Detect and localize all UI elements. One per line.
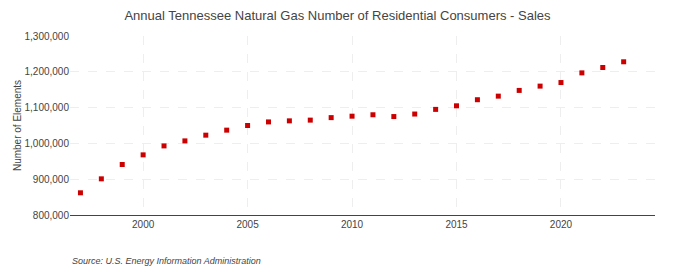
svg-text:Source: U.S. Energy Informatio: Source: U.S. Energy Information Administ…: [72, 256, 261, 266]
svg-text:Annual Tennessee Natural Gas N: Annual Tennessee Natural Gas Number of R…: [124, 8, 551, 23]
svg-text:800,000: 800,000: [33, 210, 70, 221]
svg-text:Number of Elements: Number of Elements: [12, 80, 23, 171]
svg-text:1,300,000: 1,300,000: [25, 31, 70, 42]
svg-text:2010: 2010: [341, 219, 364, 230]
svg-text:1,000,000: 1,000,000: [25, 138, 70, 149]
svg-text:2015: 2015: [445, 219, 468, 230]
svg-text:900,000: 900,000: [33, 174, 70, 185]
svg-text:2020: 2020: [550, 219, 573, 230]
svg-text:1,200,000: 1,200,000: [25, 66, 70, 77]
svg-text:2000: 2000: [132, 219, 155, 230]
svg-text:2005: 2005: [236, 219, 259, 230]
svg-text:1,100,000: 1,100,000: [25, 102, 70, 113]
